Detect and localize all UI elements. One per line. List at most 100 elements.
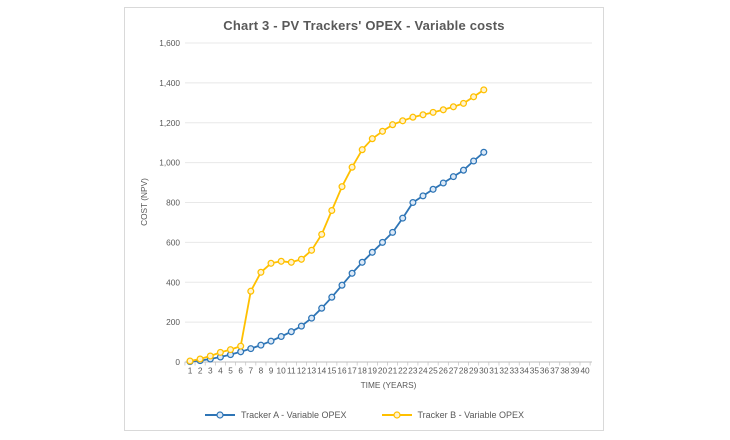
- x-tick-label: 24: [418, 366, 428, 376]
- data-point-tracker-b: [247, 287, 255, 295]
- legend-item-tracker-a: Tracker A - Variable OPEX: [204, 410, 347, 420]
- y-tick-label: 1,400: [159, 78, 180, 88]
- x-tick-label: 26: [439, 366, 449, 376]
- x-tick-label: 5: [228, 366, 233, 376]
- data-point-tracker-b: [318, 230, 326, 238]
- data-point-tracker-b: [287, 258, 295, 266]
- x-tick-label: 19: [368, 366, 378, 376]
- x-tick-label: 4: [218, 366, 223, 376]
- data-point-tracker-a: [389, 228, 397, 236]
- x-tick-label: 12: [297, 366, 307, 376]
- data-point-tracker-b: [186, 357, 194, 365]
- x-tick-label: 2: [198, 366, 203, 376]
- x-tick-label: 8: [259, 366, 264, 376]
- y-tick-label: 200: [166, 317, 180, 327]
- x-tick-label: 32: [499, 366, 509, 376]
- x-tick-label: 29: [469, 366, 479, 376]
- chart-card: 0 200 400 600 800 1,000 1,200 1,400 1,600 1 2 3 4 5 6 7…: [124, 7, 604, 431]
- data-point-tracker-a: [247, 345, 255, 353]
- data-point-tracker-a: [449, 173, 457, 181]
- data-point-tracker-b: [206, 352, 214, 360]
- x-tick-label: 21: [388, 366, 398, 376]
- data-point-tracker-b: [480, 86, 488, 94]
- x-tick-label: 25: [429, 366, 439, 376]
- x-tick-label: 14: [317, 366, 327, 376]
- y-tick-label: 0: [175, 357, 180, 367]
- data-point-tracker-a: [439, 179, 447, 187]
- x-tick-label: 31: [489, 366, 499, 376]
- data-point-tracker-b: [237, 342, 245, 350]
- tracker-b-series-swatch: [381, 411, 412, 419]
- data-point-tracker-b: [459, 99, 468, 107]
- data-point-tracker-b: [308, 246, 316, 254]
- x-tick-label: 10: [277, 366, 287, 376]
- legend-item-tracker-b: Tracker B - Variable OPEX: [381, 410, 525, 420]
- x-tick-label: 30: [479, 366, 489, 376]
- legend-label-tracker-a: Tracker A - Variable OPEX: [240, 410, 347, 420]
- series-line-tracker-a: [189, 151, 485, 363]
- series-line-tracker-b: [189, 89, 485, 362]
- legend-label-tracker-b: Tracker B - Variable OPEX: [417, 410, 525, 420]
- data-point-tracker-a: [480, 148, 488, 156]
- x-tick-label: 6: [238, 366, 243, 376]
- x-tick-label: 3: [208, 366, 213, 376]
- data-point-tracker-a: [399, 214, 407, 222]
- data-point-tracker-b: [470, 93, 478, 101]
- data-point-tracker-b: [216, 348, 224, 356]
- x-tick-label: 28: [459, 366, 469, 376]
- data-point-tracker-a: [348, 269, 356, 277]
- x-tick-label: 11: [287, 366, 296, 376]
- y-tick-label: 1,000: [159, 158, 180, 168]
- data-point-tracker-a: [237, 348, 245, 356]
- data-point-tracker-a: [318, 304, 326, 312]
- chart-title: Chart 3 - PV Trackers' OPEX - Variable c…: [223, 18, 505, 33]
- x-tick-label: 18: [358, 366, 368, 376]
- y-tick-label: 400: [166, 277, 180, 287]
- data-point-tracker-a: [287, 328, 295, 336]
- data-point-tracker-a: [470, 157, 478, 165]
- data-point-tracker-b: [196, 355, 204, 363]
- data-point-tracker-a: [308, 314, 316, 322]
- x-tick-label: 37: [550, 366, 560, 376]
- x-tick-label: 13: [307, 366, 317, 376]
- x-tick-label: 34: [520, 366, 530, 376]
- x-tick-label: 15: [327, 366, 337, 376]
- data-point-tracker-b: [399, 117, 407, 125]
- data-point-tracker-b: [429, 108, 437, 116]
- data-point-tracker-b: [338, 183, 346, 191]
- data-point-tracker-b: [297, 255, 305, 263]
- y-tick-label: 1,200: [159, 118, 180, 128]
- tracker-a-series-swatch: [204, 411, 235, 419]
- data-point-tracker-b: [257, 268, 265, 276]
- y-axis-title: COST (NPV): [139, 178, 149, 226]
- data-point-tracker-a: [267, 337, 275, 345]
- x-tick-label: 9: [269, 366, 274, 376]
- data-point-tracker-b: [328, 206, 336, 215]
- y-tick-label: 800: [166, 198, 180, 208]
- data-point-tracker-b: [368, 135, 376, 143]
- data-point-tracker-b: [409, 113, 417, 121]
- data-point-tracker-b: [439, 106, 447, 114]
- x-tick-label: 27: [449, 366, 459, 376]
- x-tick-label: 1: [188, 366, 193, 376]
- data-point-tracker-a: [297, 322, 305, 330]
- x-axis-title: TIME (YEARS): [361, 380, 417, 390]
- data-point-tracker-b: [389, 121, 397, 129]
- data-point-tracker-b: [267, 259, 275, 267]
- y-tick-label: 600: [166, 237, 180, 247]
- x-tick-label: 40: [580, 366, 590, 376]
- x-tick-label: 22: [398, 366, 408, 376]
- data-point-tracker-a: [358, 258, 366, 266]
- data-point-tracker-b: [348, 163, 356, 171]
- x-tick-label: 39: [570, 366, 580, 376]
- data-point-tracker-a: [277, 332, 285, 341]
- data-point-tracker-a: [338, 281, 346, 289]
- y-tick-label: 1,600: [159, 38, 180, 48]
- data-point-tracker-b: [226, 346, 235, 354]
- data-point-tracker-b: [378, 127, 387, 135]
- x-tick-label: 23: [408, 366, 418, 376]
- chart-legend: Tracker A - Variable OPEX Tracker B - Va…: [125, 410, 603, 420]
- data-point-tracker-a: [429, 185, 437, 193]
- data-point-tracker-a: [419, 192, 427, 200]
